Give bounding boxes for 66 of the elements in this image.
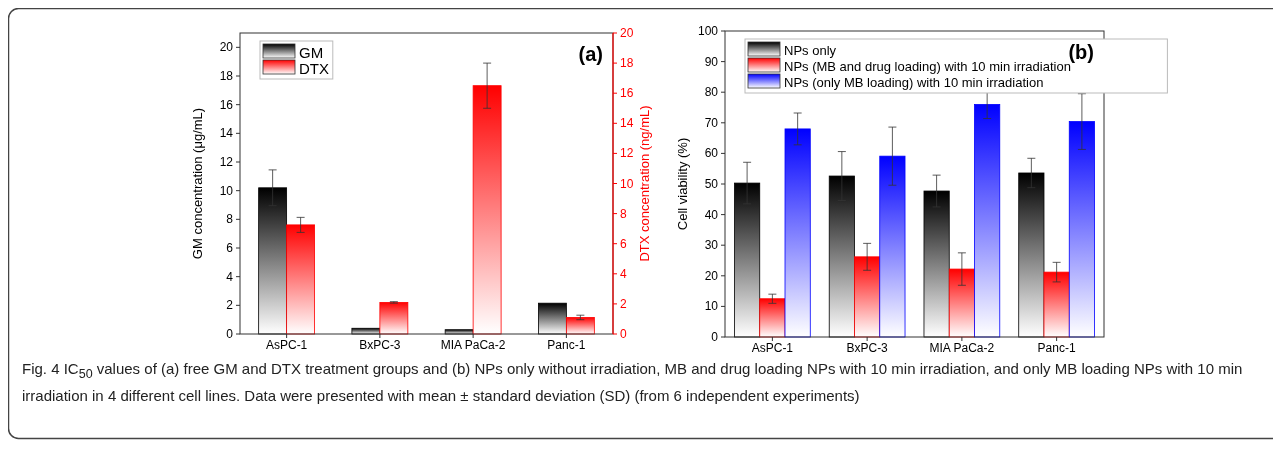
y-tick-label: 8	[226, 212, 234, 227]
y-tick-label: 18	[219, 69, 234, 83]
y2-tick-label: 10	[620, 176, 634, 191]
y2-tick-label: 0	[620, 327, 627, 341]
x-tick-label: Panc-1	[1037, 341, 1076, 355]
legend-label: DTX	[299, 59, 329, 77]
legend-label: NPs (only MB loading) with 10 min irradiation	[784, 74, 1044, 90]
y-tick-label: 14	[219, 126, 234, 141]
bar	[828, 175, 855, 338]
y-tick-label: 80	[704, 85, 719, 100]
y-tick-label: 0	[711, 330, 719, 344]
x-tick-label: AsPC-1	[265, 338, 308, 352]
caption: Fig. 4 IC$_{50}$ values of (a) free GM and DTX treatment groups and (b) NPs only without irradiation, MB and drug loading NPs with 10 min irradiation, and only MB loading NPs with 10 min irradiation in 4 different cell lines. Data were presented with mean ± standard deviation (SD) (from 6 independent experiments)	[22, 359, 1244, 406]
y-tick-label: 12	[219, 155, 234, 169]
bar	[1068, 121, 1095, 338]
x-tick-label: Panc-1	[547, 338, 586, 352]
x-tick-label: BxPC-3	[846, 341, 889, 355]
y-tick-label: 30	[704, 238, 719, 253]
y-axis-title: GM concentration (μg/mL)	[190, 107, 205, 260]
bar	[784, 128, 811, 338]
y-tick-label: 10	[704, 299, 719, 314]
x-tick-label: BxPC-3	[359, 338, 401, 352]
y-tick-label: 100	[697, 24, 719, 38]
y-tick-label: 50	[704, 177, 719, 191]
legend-label: NPs only	[784, 42, 837, 58]
y2-tick-label: 4	[620, 266, 627, 281]
annotation: (a)	[578, 43, 603, 65]
legend-label: NPs (MB and drug loading) with 10 min irradiation	[784, 58, 1071, 74]
y2-tick-label: 18	[620, 56, 634, 71]
y-tick-label: 90	[704, 54, 719, 69]
y2-tick-label: 16	[620, 86, 634, 101]
y-tick-label: 0	[226, 327, 234, 341]
y2-tick-label: 20	[620, 26, 634, 40]
y-tick-label: 60	[704, 146, 719, 161]
bar	[854, 256, 881, 338]
y-tick-label: 20	[704, 268, 719, 283]
y2-tick-label: 2	[620, 296, 627, 311]
bar	[974, 104, 1001, 338]
y2-tick-label: 12	[620, 146, 634, 161]
x-tick-label: MIA PaCa-2	[929, 341, 995, 355]
bar	[948, 268, 975, 338]
y-tick-label: 40	[704, 207, 719, 222]
y-tick-label: 6	[226, 241, 234, 255]
y-axis-title: Cell viability (%)	[675, 137, 690, 231]
legend-label: GM	[299, 43, 324, 61]
y2-tick-label: 8	[620, 206, 627, 221]
annotation: (b)	[1068, 41, 1094, 63]
bar	[734, 182, 761, 338]
bar	[472, 85, 502, 335]
y2-axis-title: DTX concentration (ng/mL)	[637, 105, 652, 262]
y-tick-label: 10	[219, 183, 234, 198]
y-tick-label: 16	[219, 97, 234, 112]
y-tick-label: 4	[226, 269, 234, 284]
bar	[759, 298, 786, 338]
x-tick-label: AsPC-1	[751, 341, 794, 355]
bar	[1018, 172, 1045, 338]
bar	[923, 190, 950, 338]
y2-tick-label: 14	[620, 116, 634, 131]
bar	[1043, 271, 1070, 338]
y-tick-label: 2	[226, 298, 234, 313]
y-tick-label: 70	[704, 115, 719, 130]
bar	[879, 155, 906, 338]
y2-tick-label: 6	[620, 236, 627, 251]
x-tick-label: MIA PaCa-2	[440, 338, 506, 352]
bar	[379, 302, 409, 335]
y-tick-label: 20	[219, 40, 234, 55]
